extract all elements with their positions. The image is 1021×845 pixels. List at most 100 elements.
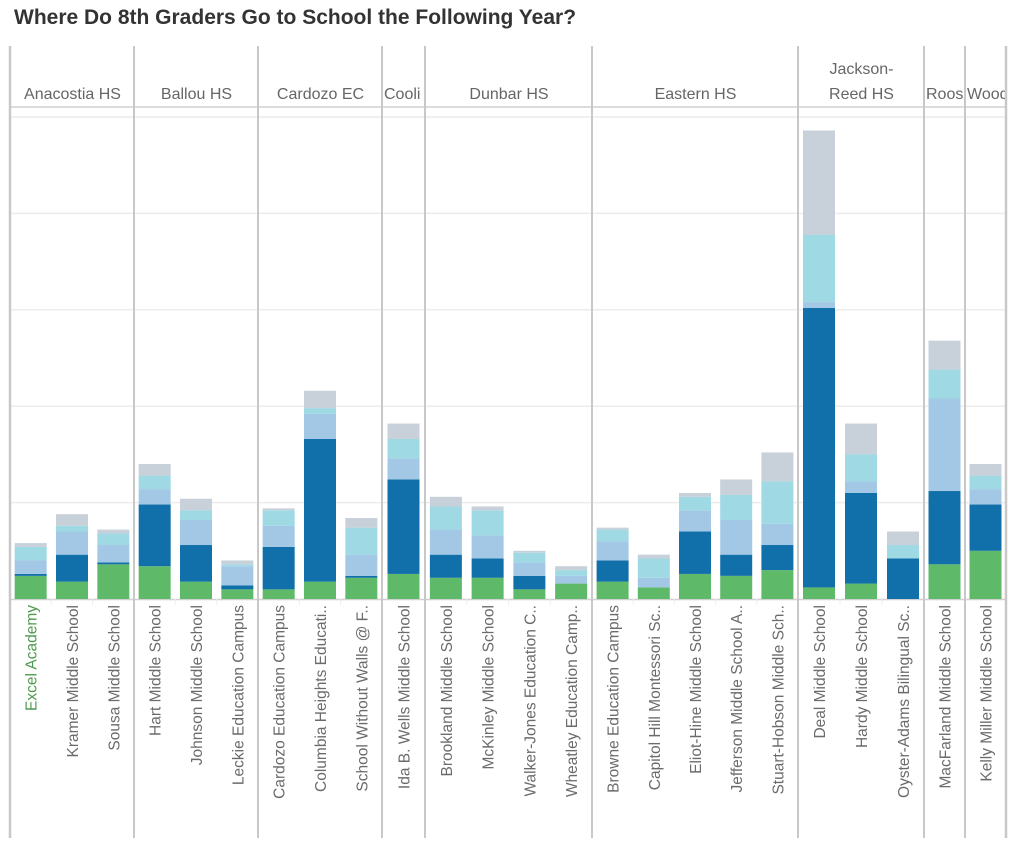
bar-segment [56,525,88,532]
x-tick-label[interactable]: Wheatley Education Camp.. [564,605,581,797]
bar-segment [471,510,504,536]
bar-segment [720,575,753,599]
bar-segment [845,481,877,493]
bar-segment [679,492,711,497]
bar-segment [803,307,835,588]
bar-segment [720,554,753,576]
x-tick-label[interactable]: Excel Academy [24,605,41,711]
bar-segment [56,531,88,555]
x-tick-label[interactable]: Capitol Hill Montessori Sc.. [647,605,664,790]
bar-segment [969,550,1002,599]
bar-segment [513,552,546,563]
x-tick-label[interactable]: Kelly Miller Middle School [979,605,996,782]
x-tick-label[interactable]: Brookland Middle School [439,605,456,776]
bar-segment [471,506,504,511]
bar-segment [138,504,171,567]
group-header-label: Dunbar HS [469,86,549,103]
bar-segment [845,583,877,599]
bar-segment [387,479,420,574]
bar-segment [304,408,336,414]
bar-segment [180,545,212,582]
bar-segment [221,560,254,565]
bar-segment [345,527,378,555]
x-tick-label[interactable]: Leckie Education Campus [230,605,247,785]
bar-segment [555,575,588,584]
bar-segment [555,570,588,576]
group-header-label: Anacostia HS [24,86,121,103]
group-header: Jackson-Reed HS [800,52,923,108]
bar-segment [387,423,420,439]
bar-segment [596,527,629,530]
x-tick-label[interactable]: Oyster-Adams Bilingual Sc.. [896,605,913,798]
bar-segment [513,589,546,599]
x-tick-label[interactable]: Deal Middle School [812,605,829,739]
x-tick-label[interactable]: Cardozo Education Campus [272,605,289,799]
bar-segment [596,541,629,561]
bar-segment [14,575,47,599]
bar-segment [262,508,295,511]
x-tick-label[interactable]: Browne Education Campus [606,605,623,793]
bar-segment [761,452,794,482]
group-header: Cooli [384,52,424,108]
bar-segment [471,558,504,578]
bar-segment [637,558,670,578]
bar-segment [720,479,753,495]
bar-segment [887,531,919,546]
group-header: Cardozo EC [260,52,381,108]
bar-segment [262,510,295,526]
bar-segment [887,558,919,599]
bar-segment [345,577,378,599]
x-tick-label[interactable]: Stuart-Hobson Middle Sch.. [770,605,787,795]
x-tick-label[interactable]: Walker-Jones Education C.. [522,605,539,797]
group-header-label: Cardozo EC [276,86,365,103]
x-tick-label[interactable]: Columbia Heights Educati.. [313,605,330,792]
bar-segment [304,390,336,409]
bar-segment [97,545,130,563]
bar-segment [969,475,1002,490]
group-header-label: Roos [926,86,964,103]
bar-segment [429,554,462,578]
x-tick-label[interactable]: Hardy Middle School [854,605,871,748]
bar-segment [845,423,877,455]
bar-segment [429,577,462,599]
bar-segment [56,581,88,599]
bar-segment [97,533,130,546]
x-tick-label[interactable]: MacFarland Middle School [938,605,955,789]
bar-segment [345,554,378,576]
x-tick-label[interactable]: Johnson Middle School [189,605,206,765]
bar-segment [761,545,794,571]
bar-segment [720,519,753,555]
bar-segment [845,492,877,584]
group-header-label: Cooli [384,86,421,103]
bar-segment [345,518,378,528]
group-header-label: Eastern HS [654,86,737,103]
x-tick-label[interactable]: School Without Walls @ F.. [354,605,371,792]
bar-segment [138,464,171,476]
x-tick-label[interactable]: Ida B. Wells Middle School [397,605,414,789]
bar-segment [969,489,1002,505]
bar-segment [637,587,670,599]
x-tick-label[interactable]: Kramer Middle School [65,605,82,757]
bar-segment [720,494,753,520]
bar-segment [928,369,961,399]
x-tick-label[interactable]: Hart Middle School [148,605,165,736]
group-header: Wood [967,52,1005,108]
bar-segment [262,589,295,599]
x-tick-label[interactable]: McKinley Middle School [481,605,498,770]
bar-segment [14,543,47,547]
bar-segment [513,562,546,576]
bar-segment [97,529,130,534]
x-tick-label[interactable]: Jefferson Middle School A.. [729,605,746,793]
bar-segment [637,577,670,588]
chart-title: Where Do 8th Graders Go to School the Fo… [14,6,577,29]
bar-segment [679,531,711,574]
x-tick-label[interactable]: Sousa Middle School [106,605,123,751]
bar-segment [387,458,420,480]
bar-segment [304,438,336,582]
bar-segment [969,464,1002,476]
bar-segment [761,570,794,599]
bar-segment [513,550,546,553]
group-header-label: Wood [967,86,1005,103]
x-tick-label[interactable]: Eliot-Hine Middle School [688,605,705,774]
bar-segment [596,581,629,599]
